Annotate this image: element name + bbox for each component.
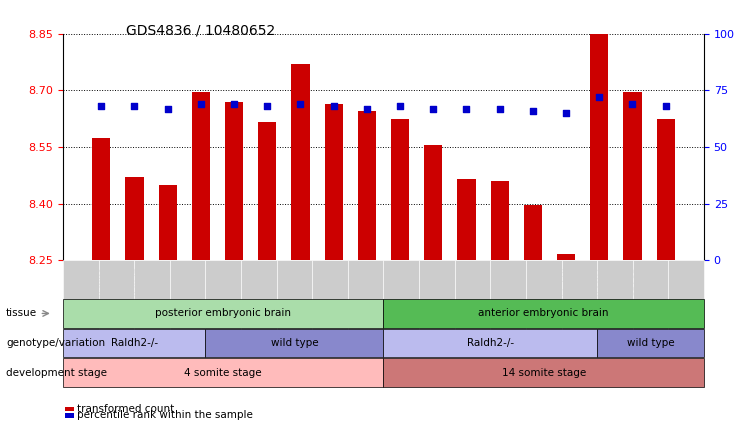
Point bbox=[428, 105, 439, 112]
Bar bbox=[491, 181, 509, 260]
Bar bbox=[291, 64, 310, 260]
Point bbox=[162, 105, 173, 112]
Bar bbox=[225, 102, 243, 260]
Text: 14 somite stage: 14 somite stage bbox=[502, 368, 586, 378]
Bar bbox=[557, 255, 575, 260]
Bar bbox=[358, 111, 376, 260]
Point bbox=[195, 101, 207, 107]
Bar bbox=[125, 177, 144, 260]
Point bbox=[594, 94, 605, 101]
Point bbox=[627, 101, 639, 107]
Text: tissue: tissue bbox=[6, 308, 37, 319]
Bar bbox=[457, 179, 476, 260]
Bar bbox=[623, 92, 642, 260]
Text: Raldh2-/-: Raldh2-/- bbox=[110, 338, 158, 348]
Bar bbox=[657, 119, 675, 260]
Text: wild type: wild type bbox=[627, 338, 674, 348]
Text: transformed count: transformed count bbox=[77, 404, 174, 414]
Bar bbox=[159, 185, 177, 260]
Point bbox=[560, 110, 572, 116]
Bar bbox=[258, 123, 276, 260]
Text: percentile rank within the sample: percentile rank within the sample bbox=[77, 410, 253, 420]
Bar bbox=[524, 206, 542, 260]
Point bbox=[361, 105, 373, 112]
Text: wild type: wild type bbox=[270, 338, 318, 348]
Bar bbox=[424, 145, 442, 260]
Point bbox=[461, 105, 473, 112]
Bar bbox=[192, 92, 210, 260]
Point bbox=[494, 105, 505, 112]
Point bbox=[394, 103, 406, 110]
Point bbox=[128, 103, 140, 110]
Point bbox=[527, 107, 539, 114]
Text: GDS4836 / 10480652: GDS4836 / 10480652 bbox=[126, 23, 275, 37]
Text: 4 somite stage: 4 somite stage bbox=[185, 368, 262, 378]
Text: posterior embryonic brain: posterior embryonic brain bbox=[155, 308, 291, 319]
Bar bbox=[92, 137, 110, 260]
Point bbox=[659, 103, 671, 110]
Bar bbox=[391, 119, 409, 260]
Point bbox=[262, 103, 273, 110]
Point bbox=[294, 101, 306, 107]
Bar bbox=[325, 104, 343, 260]
Point bbox=[228, 101, 240, 107]
Text: Raldh2-/-: Raldh2-/- bbox=[467, 338, 514, 348]
Point bbox=[96, 103, 107, 110]
Point bbox=[328, 103, 339, 110]
Bar bbox=[590, 30, 608, 260]
Text: development stage: development stage bbox=[6, 368, 107, 378]
Text: genotype/variation: genotype/variation bbox=[6, 338, 105, 348]
Text: anterior embryonic brain: anterior embryonic brain bbox=[479, 308, 609, 319]
